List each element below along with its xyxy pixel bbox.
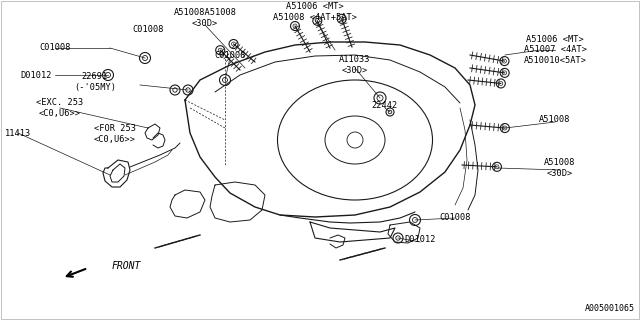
Text: A51008A51008
<30D>: A51008A51008 <30D> xyxy=(173,8,237,28)
Text: D01012: D01012 xyxy=(20,70,51,79)
Text: D01012: D01012 xyxy=(404,236,436,244)
Text: A51006 <MT>
A51007 <4AT>
A510010<5AT>: A51006 <MT> A51007 <4AT> A510010<5AT> xyxy=(524,35,586,65)
Text: A005001065: A005001065 xyxy=(585,304,635,313)
Text: 22442: 22442 xyxy=(372,100,398,109)
Text: A11033
<30D>: A11033 <30D> xyxy=(339,55,371,75)
Text: <FOR 253
<C0,U6>>: <FOR 253 <C0,U6>> xyxy=(94,124,136,144)
Text: FRONT: FRONT xyxy=(112,261,141,271)
Text: A51006 <MT>
A51008 <4AT+5AT>: A51006 <MT> A51008 <4AT+5AT> xyxy=(273,2,357,22)
Text: A51008
<30D>: A51008 <30D> xyxy=(544,158,576,178)
Text: 11413: 11413 xyxy=(5,129,31,138)
Text: A51008: A51008 xyxy=(540,116,571,124)
Text: C01008: C01008 xyxy=(439,213,471,222)
Text: C01008: C01008 xyxy=(214,51,246,60)
Text: C01008: C01008 xyxy=(39,44,71,52)
Text: C01008: C01008 xyxy=(132,26,164,35)
Text: 22691
(-'05MY): 22691 (-'05MY) xyxy=(74,72,116,92)
Text: <EXC. 253
<C0,U6>>: <EXC. 253 <C0,U6>> xyxy=(36,98,84,118)
